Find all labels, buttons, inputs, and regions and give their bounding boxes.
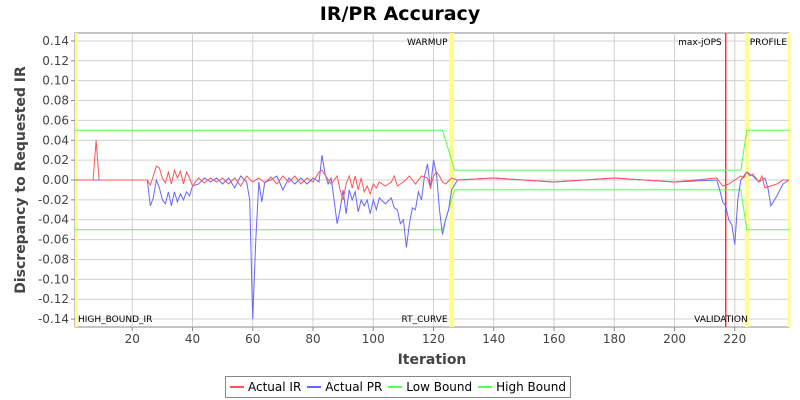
x-tick-label: 120 xyxy=(422,332,445,346)
legend-label: High Bound xyxy=(496,380,566,394)
x-tick-label: 140 xyxy=(482,332,505,346)
y-tick-label: 0.02 xyxy=(42,153,69,167)
y-tick-label: -0.12 xyxy=(38,292,69,306)
event-marker-band xyxy=(744,33,749,327)
x-tick-label: 80 xyxy=(305,332,320,346)
y-tick-label: 0.06 xyxy=(42,113,69,127)
y-tick-label: -0.08 xyxy=(38,252,69,266)
series-line-low-bound xyxy=(75,189,789,231)
x-tick-label: 40 xyxy=(185,332,200,346)
x-tick-label: 60 xyxy=(245,332,260,346)
annotation-label: RT_CURVE xyxy=(402,315,448,325)
y-tick-label: -0.06 xyxy=(38,233,69,247)
legend-label: Actual IR xyxy=(248,380,302,394)
x-tick-label: 180 xyxy=(603,332,626,346)
legend-swatch-low-bound xyxy=(388,386,403,388)
annotation-label: WARMUP xyxy=(407,38,448,48)
event-marker-band xyxy=(449,33,455,327)
chart-title: IR/PR Accuracy xyxy=(319,3,481,25)
legend-item-high-bound: High Bound xyxy=(478,380,566,394)
chart-legend: Actual IR Actual PR Low Bound High Bound xyxy=(225,376,571,398)
legend-swatch-high-bound xyxy=(478,386,493,388)
y-tick-label: -0.04 xyxy=(38,213,69,227)
y-tick-label: 0.04 xyxy=(42,133,69,147)
x-tick-label: 200 xyxy=(663,332,686,346)
x-axis-label: Iteration xyxy=(398,352,467,368)
x-tick-label: 100 xyxy=(362,332,385,346)
x-tick-label: 160 xyxy=(543,332,566,346)
y-tick-label: 0.00 xyxy=(42,173,69,187)
y-tick-label: 0.08 xyxy=(42,94,69,108)
y-tick-label: 0.12 xyxy=(42,54,69,68)
annotation-label: max-jOPS xyxy=(678,38,722,48)
legend-item-actual-ir: Actual IR xyxy=(230,380,301,394)
legend-label: Low Bound xyxy=(406,380,473,394)
legend-item-low-bound: Low Bound xyxy=(388,380,472,394)
annotation-label: HIGH_BOUND_IR xyxy=(78,315,152,325)
y-tick-label: -0.10 xyxy=(38,272,69,286)
y-tick-label: 0.14 xyxy=(42,34,69,48)
legend-swatch-actual-pr xyxy=(307,386,322,388)
y-tick-label: -0.02 xyxy=(38,193,69,207)
series-line-high-bound xyxy=(75,129,789,171)
annotation-label: VALIDATION xyxy=(694,315,748,325)
y-tick-label: -0.14 xyxy=(38,312,69,326)
y-axis-label: Discrepancy to Requested IR xyxy=(13,66,29,294)
legend-item-actual-pr: Actual PR xyxy=(307,380,382,394)
legend-label: Actual PR xyxy=(325,380,383,394)
series-line-actual-ir xyxy=(75,140,789,201)
legend-swatch-actual-ir xyxy=(230,386,244,388)
x-tick-label: 220 xyxy=(723,332,746,346)
y-tick-label: 0.10 xyxy=(42,74,69,88)
annotation-label: PROFILE xyxy=(750,38,788,48)
x-tick-label: 20 xyxy=(125,332,140,346)
